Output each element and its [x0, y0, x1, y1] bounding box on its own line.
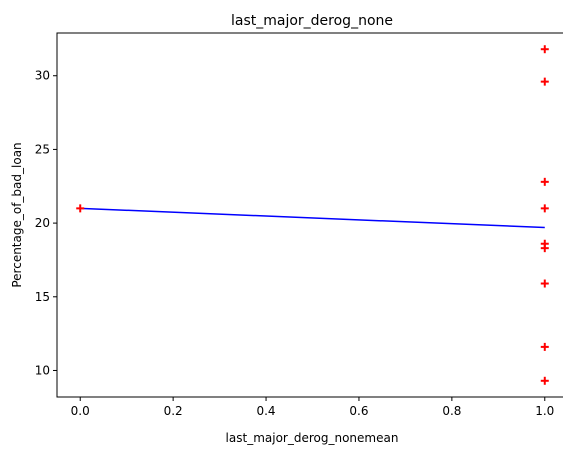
data-point-7: [540, 279, 549, 288]
data-point-0: [76, 204, 85, 213]
y-tick-label: 10: [35, 363, 50, 377]
series-line-1: [80, 207, 545, 229]
y-axis: 10 15 20 25 30: [35, 69, 57, 377]
y-tick-label: 25: [35, 142, 50, 156]
data-point-3: [540, 177, 549, 186]
y-tick-label: 30: [35, 69, 50, 83]
data-point-1: [540, 45, 549, 54]
plot-frame: [56, 32, 563, 398]
data-point-9: [540, 376, 549, 385]
data-point-2: [540, 77, 549, 86]
plot-area: [76, 45, 549, 385]
x-tick-label: 0.0: [71, 404, 90, 418]
x-tick-label: 0.6: [349, 404, 368, 418]
data-point-8: [540, 342, 549, 351]
y-tick-label: 20: [35, 216, 50, 230]
x-tick-label: 1.0: [535, 404, 554, 418]
x-axis-title: last_major_derog_nonemean: [226, 431, 399, 445]
y-axis-title: Percentage_of_bad_loan: [10, 142, 24, 287]
data-point-6: [540, 244, 549, 253]
data-point-4: [540, 204, 549, 213]
x-tick-label: 0.2: [164, 404, 183, 418]
x-tick-label: 0.8: [442, 404, 461, 418]
y-tick-label: 15: [35, 290, 50, 304]
x-tick-label: 0.4: [256, 404, 275, 418]
x-axis: 0.0 0.2 0.4 0.6 0.8 1.0: [71, 397, 554, 418]
chart-title: last_major_derog_none: [231, 13, 393, 29]
